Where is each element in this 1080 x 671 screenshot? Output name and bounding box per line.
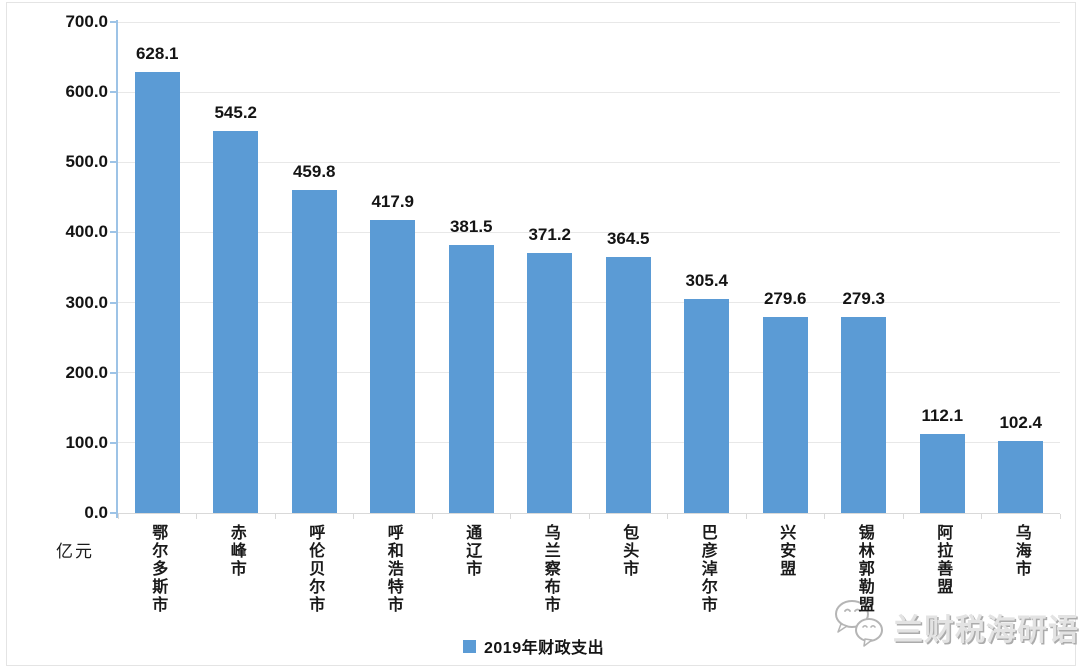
bar bbox=[841, 317, 887, 513]
bar-value-label: 364.5 bbox=[606, 229, 650, 249]
y-tick-label: 700.0 bbox=[65, 12, 108, 31]
gridline bbox=[118, 372, 1060, 374]
category-label: 呼和浩特市 bbox=[384, 524, 402, 614]
x-tick-mark bbox=[353, 514, 354, 519]
gridline bbox=[118, 302, 1060, 304]
y-tick-mark bbox=[110, 441, 116, 444]
category-label: 鄂尔多斯市 bbox=[149, 524, 167, 614]
x-tick-mark bbox=[1059, 514, 1061, 519]
bar bbox=[370, 219, 416, 513]
bar-value-label: 102.4 bbox=[999, 413, 1043, 433]
category-label: 通辽市 bbox=[463, 524, 481, 578]
y-tick-mark bbox=[110, 161, 116, 164]
gridline bbox=[118, 161, 1060, 163]
bar bbox=[919, 434, 965, 513]
y-tick-label: 0.0 bbox=[84, 503, 108, 522]
bar-value-label: 381.5 bbox=[449, 217, 493, 237]
x-tick-mark bbox=[667, 514, 668, 519]
y-tick-label: 200.0 bbox=[65, 362, 108, 382]
gridline bbox=[118, 21, 1060, 23]
bar-value-label: 371.2 bbox=[528, 224, 572, 244]
gridline bbox=[118, 442, 1060, 444]
x-tick-mark bbox=[510, 514, 511, 519]
y-tick-mark bbox=[110, 512, 116, 514]
y-tick-label: 400.0 bbox=[65, 222, 108, 242]
bar bbox=[213, 130, 259, 513]
watermark: 兰财税海研语 bbox=[831, 596, 1079, 657]
x-tick-mark bbox=[588, 514, 590, 519]
category-label: 兴安盟 bbox=[777, 524, 795, 578]
y-tick-mark bbox=[110, 371, 116, 374]
bar-value-label: 628.1 bbox=[135, 44, 179, 64]
legend: 2019年财政支出 bbox=[463, 634, 604, 658]
bar-value-label: 305.4 bbox=[685, 270, 729, 290]
category-label: 赤峰市 bbox=[227, 524, 245, 578]
gridline bbox=[118, 231, 1060, 233]
watermark-text: 兰财税海研语 bbox=[893, 613, 1079, 647]
x-tick-mark bbox=[274, 514, 276, 519]
bar-value-label: 112.1 bbox=[921, 406, 964, 426]
x-axis-baseline bbox=[118, 513, 1060, 514]
legend-swatch bbox=[463, 639, 476, 653]
bar bbox=[527, 252, 573, 513]
y-tick-mark bbox=[110, 301, 116, 304]
category-label: 锡林郭勒盟 bbox=[855, 524, 873, 614]
x-tick-mark bbox=[824, 514, 825, 519]
category-label: 呼伦贝尔市 bbox=[306, 524, 324, 614]
y-tick-label: 600.0 bbox=[65, 82, 108, 102]
x-tick-mark bbox=[902, 514, 904, 519]
bar bbox=[998, 441, 1044, 513]
x-tick-mark bbox=[196, 514, 197, 519]
bar bbox=[448, 245, 494, 513]
bar bbox=[605, 257, 651, 513]
bar bbox=[684, 298, 730, 513]
y-tick-label: 100.0 bbox=[65, 432, 108, 452]
x-tick-mark bbox=[431, 514, 433, 519]
legend-label: 2019年财政支出 bbox=[484, 640, 605, 657]
gridline bbox=[118, 91, 1060, 93]
bar bbox=[134, 72, 180, 513]
x-tick-mark bbox=[981, 514, 982, 519]
y-tick-label: 500.0 bbox=[65, 152, 108, 172]
y-axis-line bbox=[116, 20, 118, 518]
bar bbox=[762, 316, 808, 513]
bar-value-label: 545.2 bbox=[214, 102, 258, 122]
category-label: 乌海市 bbox=[1012, 524, 1030, 578]
y-tick-mark bbox=[110, 21, 116, 23]
y-tick-mark bbox=[110, 91, 116, 94]
bar bbox=[291, 190, 337, 513]
x-tick-mark bbox=[117, 514, 119, 519]
category-label: 包头市 bbox=[620, 524, 638, 578]
bar-value-label: 459.8 bbox=[292, 162, 336, 182]
y-tick-label: 300.0 bbox=[65, 292, 108, 312]
x-tick-mark bbox=[745, 514, 747, 519]
category-label: 阿拉善盟 bbox=[934, 524, 952, 596]
y-axis-unit-label: 亿元 bbox=[56, 542, 94, 561]
wechat-icon bbox=[831, 596, 887, 657]
bar-value-label: 279.6 bbox=[763, 288, 807, 308]
plot-area: 628.1 545.2 459.8 417.9 381.5 371.2 364.5 305.4… bbox=[118, 21, 1060, 513]
bar-value-label: 279.3 bbox=[842, 289, 886, 309]
bar-value-label: 417.9 bbox=[371, 191, 415, 211]
category-label: 巴彦淖尔市 bbox=[698, 524, 716, 614]
y-tick-mark bbox=[110, 231, 116, 234]
category-label: 乌兰察布市 bbox=[541, 524, 559, 614]
